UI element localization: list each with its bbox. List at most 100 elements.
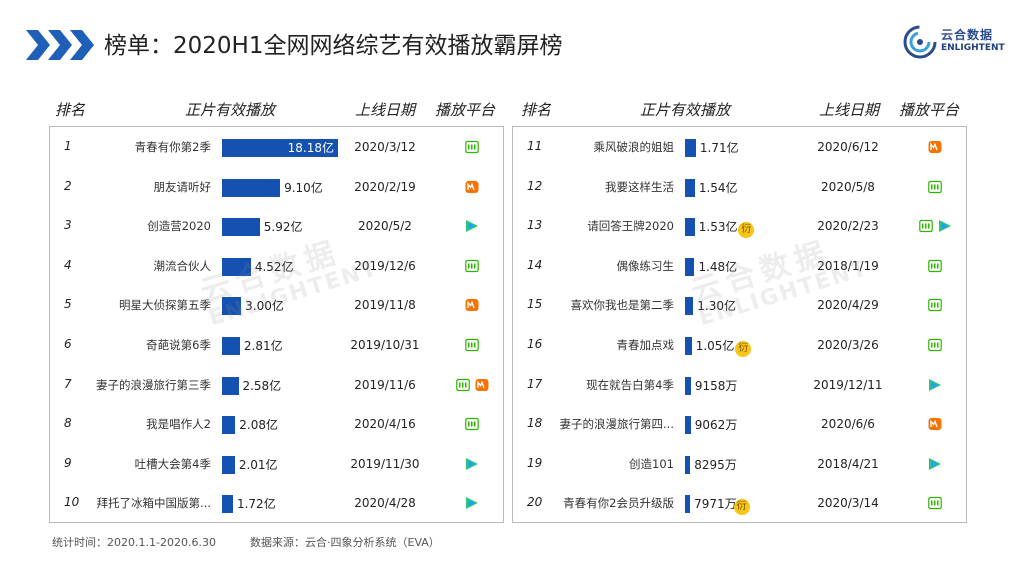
iqiyi-icon [928, 497, 942, 510]
bar-value-label: 9.10亿 [284, 180, 323, 195]
rank-number: 4 [64, 257, 72, 272]
bar-value-label: 8295万 [694, 457, 737, 472]
bar [685, 218, 695, 237]
bar [222, 218, 260, 237]
rank-number: 3 [64, 218, 72, 233]
platform-icons [442, 496, 502, 512]
ranking-panel-left: 1 青春有你第2季 18.18亿 2020/3/12 2 朋友请听好 9.10亿 2020/2… [49, 126, 504, 523]
bar-value-label: 9062万 [694, 418, 738, 433]
bar-value-label: 1.05亿 [695, 339, 735, 353]
launch-date: 2019/10/31 [350, 338, 420, 352]
platform-icons [905, 457, 965, 473]
bar-value-label: 1.30亿 [697, 299, 737, 314]
rank-number: 7 [64, 376, 72, 391]
rank-number: 19 [527, 455, 543, 470]
footer-source: 数据来源：云合·四象分析系统（EVA） [250, 536, 440, 549]
rank-number: 9 [64, 455, 72, 470]
table-row: 4 潮流合伙人 4.52亿 2019/12/6 [50, 246, 503, 286]
iqiyi-icon [928, 259, 942, 272]
mango-tv-icon [465, 299, 479, 312]
page-title: 榜单：2020H1全网网络综艺有效播放霸屏榜 [104, 33, 563, 59]
platform-icons [905, 496, 965, 512]
tencent-video-icon [929, 457, 941, 470]
tencent-video-icon [466, 497, 478, 510]
tencent-video-icon [466, 457, 478, 470]
platform-icons [905, 338, 965, 354]
bar-value-label: 1.72亿 [236, 497, 276, 512]
mango-tv-icon [928, 418, 942, 431]
platform-icons [905, 259, 965, 275]
platform-icons [905, 180, 965, 196]
table-row: 17 现在就告白第4季 9158万 2019/12/11 [513, 365, 966, 405]
iqiyi-icon [928, 180, 942, 193]
show-name: 偶像练习生 [616, 258, 675, 273]
iqiyi-icon [465, 140, 479, 154]
bar [222, 337, 240, 355]
launch-date: 2018/1/19 [817, 258, 879, 273]
rank-number: 10 [64, 495, 80, 510]
rank-number: 17 [527, 376, 543, 391]
bar [222, 178, 281, 197]
bar [685, 178, 695, 197]
launch-date: 2019/12/6 [354, 258, 416, 273]
show-name: 明星大侦探第五季 [119, 298, 211, 313]
table-row: 14 偶像练习生 1.48亿 2018/1/19 [513, 246, 966, 286]
rank-number: 18 [527, 416, 543, 431]
logo-mark-icon [903, 25, 937, 59]
iqiyi-icon [465, 259, 479, 272]
iqiyi-icon [465, 338, 479, 352]
launch-date: 2020/2/19 [354, 179, 416, 194]
show-name: 乘风破浪的姐姐 [593, 140, 675, 154]
show-name: 现在就告白第4季 [586, 377, 674, 392]
platform-icons [905, 140, 965, 156]
tencent-video-icon [929, 378, 941, 391]
header-platform-right: 播放平台 [899, 101, 960, 119]
iqiyi-icon [928, 299, 942, 312]
header-rank-right: 排名 [521, 101, 552, 119]
platform-icons [905, 298, 965, 314]
bar-value-label: 9158万 [694, 378, 738, 393]
show-name: 妻子的浪漫旅行第三季 [96, 377, 211, 392]
header-rank-left: 排名 [55, 101, 86, 119]
table-row: 19 创造101 8295万 2018/4/21 [513, 444, 966, 484]
table-row: 2 朋友请听好 9.10亿 2020/2/19 [50, 167, 503, 207]
platform-icons [442, 140, 502, 156]
header-platform-left: 播放平台 [435, 101, 496, 119]
bar-value-label: 1.71亿 [699, 141, 739, 155]
launch-date: 2019/11/6 [354, 377, 416, 392]
tencent-video-icon [466, 220, 478, 233]
table-row: 10 拜托了冰箱中国版第... 1.72亿 2020/4/28 [50, 483, 503, 523]
bar [685, 139, 696, 157]
show-name: 吐槽大会第4季 [134, 456, 211, 471]
bar-value-label: 5.92亿 [263, 220, 303, 235]
bar-value-label: 1.54亿 [698, 180, 738, 195]
header-date-right: 上线日期 [819, 101, 880, 119]
show-name: 我是唱作人2 [146, 417, 211, 432]
mango-tv-icon [475, 378, 488, 391]
show-name: 潮流合伙人 [153, 258, 212, 273]
iqiyi-icon [918, 220, 933, 233]
rank-number: 20 [527, 495, 543, 510]
table-row: 5 明星大侦探第五季 3.00亿 2019/11/8 [50, 285, 503, 325]
bar [685, 376, 691, 395]
bar [685, 416, 691, 435]
bar-value-label: 1.53亿 [698, 220, 738, 235]
show-name: 妻子的浪漫旅行第四... [559, 417, 674, 432]
rank-number: 14 [527, 257, 543, 272]
show-name: 青春加点戏 [616, 338, 675, 352]
rank-number: 16 [527, 337, 543, 351]
rank-number: 2 [64, 178, 72, 193]
platform-icons [442, 298, 502, 314]
bar-value-label: 4.52亿 [254, 259, 294, 274]
enlightent-logo: 云合数据 ENLIGHTENT [903, 24, 1015, 60]
table-row: 13 请回答王牌2020 1.53亿衍 2020/2/23 [513, 206, 966, 246]
table-row: 15 喜欢你我也是第二季 1.30亿 2020/4/29 [513, 285, 966, 325]
rank-number: 15 [527, 297, 543, 312]
show-name: 奇葩说第6季 [146, 338, 211, 352]
bar [222, 455, 235, 474]
table-row: 8 我是唱作人2 2.08亿 2020/4/16 [50, 404, 503, 444]
launch-date: 2019/12/11 [813, 377, 883, 392]
rank-number: 12 [527, 178, 543, 193]
bar [222, 297, 242, 316]
chevrons-decoration [26, 30, 94, 60]
